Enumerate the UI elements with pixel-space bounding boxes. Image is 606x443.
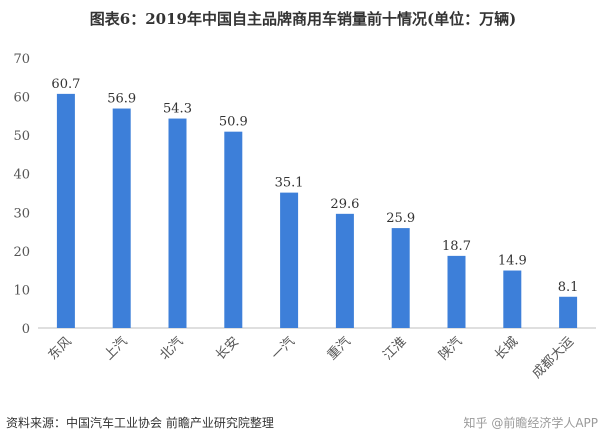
x-tick-label: 重汽 (324, 334, 354, 364)
x-tick-label: 陕汽 (436, 334, 465, 363)
bar (280, 192, 299, 328)
y-tick-label: 20 (13, 245, 30, 260)
data-label: 60.7 (51, 77, 80, 92)
data-label: 25.9 (386, 211, 415, 226)
bar (112, 108, 131, 329)
bar (335, 213, 354, 328)
y-tick-label: 70 (13, 52, 30, 67)
data-label: 54.3 (163, 102, 192, 117)
x-tick-label: 长城 (492, 334, 521, 363)
bar (224, 131, 243, 328)
data-label: 8.1 (558, 280, 579, 295)
watermark: 知乎 @前瞻经济学人APP (463, 416, 599, 430)
x-tick-label: 成都大运 (530, 334, 577, 381)
y-tick-label: 60 (13, 91, 30, 106)
data-label: 18.7 (442, 239, 471, 254)
y-tick-label: 50 (13, 129, 30, 144)
bar-chart: 0 10 20 30 40 50 60 70 60.7 东风 56.9 上汽 54.3 北汽 50.9 长安 3… (13, 52, 596, 382)
chart-area: 0 10 20 30 40 50 60 70 60.7 东风 56.9 上汽 54.3 北汽 50.9 长安 3… (0, 38, 606, 398)
bar (559, 296, 578, 328)
x-tick-label: 东风 (46, 334, 75, 363)
data-label: 29.6 (330, 197, 359, 212)
bar (391, 228, 410, 328)
x-tick-label: 江淮 (381, 334, 410, 363)
y-tick-label: 0 (22, 322, 30, 337)
y-tick-label: 30 (13, 206, 30, 221)
data-label: 35.1 (275, 176, 304, 191)
x-tick-label: 长安 (213, 334, 242, 363)
bar (168, 118, 187, 328)
x-tick-label: 上汽 (102, 334, 131, 363)
data-label: 56.9 (107, 92, 136, 107)
bar (503, 270, 522, 328)
y-tick-label: 40 (13, 168, 30, 183)
x-tick-label: 北汽 (157, 334, 186, 363)
x-tick-label: 一汽 (269, 334, 298, 363)
source-note: 资料来源：中国汽车工业协会 前瞻产业研究院整理 (6, 416, 274, 430)
y-tick-label: 10 (13, 283, 30, 298)
bar (56, 93, 75, 328)
data-label: 50.9 (219, 115, 248, 130)
chart-title: 图表6：2019年中国自主品牌商用车销量前十情况(单位：万辆) (89, 10, 517, 28)
bar (447, 255, 466, 328)
data-label: 14.9 (498, 254, 527, 269)
